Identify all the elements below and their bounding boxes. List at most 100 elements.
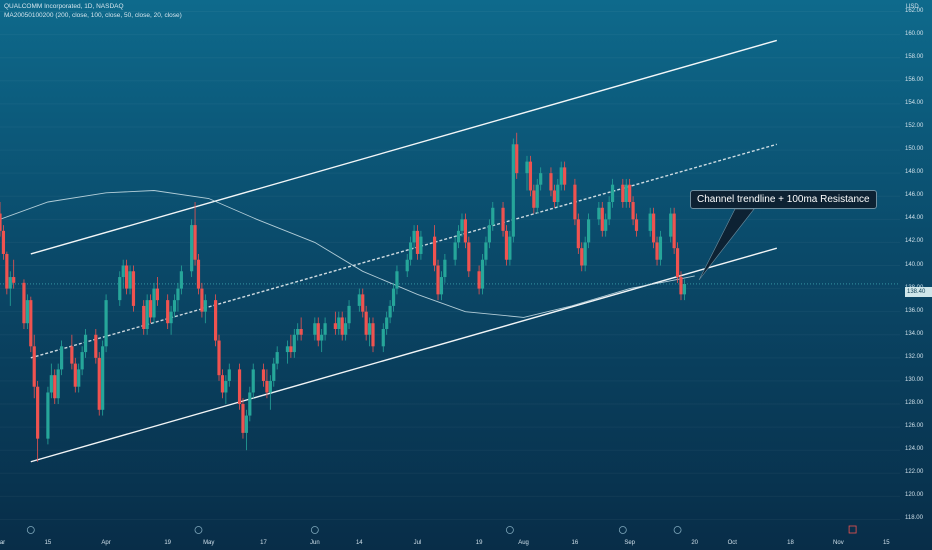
candle-82 [395,265,399,295]
candle-body [121,265,125,278]
candle-body [535,184,539,208]
candle-67 [323,317,327,341]
candle-body [272,363,276,381]
candle-body [29,300,33,347]
candle-100 [487,219,491,249]
candle-3 [8,271,12,306]
candle-body [101,346,105,410]
y-tick-label: 140.00 [905,261,924,268]
candle-body [155,288,160,301]
candle-body [634,219,639,231]
candle-97 [477,265,481,295]
candle-7 [29,296,33,353]
candle-49 [237,363,242,410]
candle-70 [340,311,344,341]
candle-72 [347,300,351,329]
y-tick-label: 160.00 [905,30,924,37]
candle-120 [583,236,587,272]
candle-body [313,323,317,335]
candle-body [652,213,656,243]
candle-body [532,190,536,208]
candle-40 [193,202,197,266]
candle-body [460,219,464,231]
x-tick-label: Jun [309,540,320,546]
candle-38 [179,265,183,295]
candle-24 [118,271,122,306]
candle-36 [172,294,177,318]
channel-lower-line [30,247,777,463]
candle-body [59,346,64,370]
candle-85 [412,225,416,249]
candle-body [361,294,365,312]
candle-107 [525,155,529,191]
candle-body [220,375,225,393]
candle-body [484,242,488,260]
candle-body [333,323,337,329]
candle-body [477,271,481,289]
candle-body [463,219,467,243]
candle-61 [292,328,296,358]
candle-113 [552,184,556,208]
candle-body [385,317,389,329]
candle-body [36,386,40,439]
candle-body [131,271,136,306]
candle-body [142,305,146,329]
candle-5 [22,279,26,329]
candle-body [77,369,81,387]
candle-62 [296,323,300,341]
candle-body [655,242,659,260]
candle-86 [415,225,420,260]
candle-78 [381,323,385,353]
candle-body [152,288,156,318]
candle-body [32,346,36,387]
candle-body [419,236,423,254]
candle-body [268,380,272,393]
candle-65 [316,317,320,347]
candle-95 [463,213,467,249]
annotation-pointer [698,208,755,281]
candle-body [213,300,218,341]
candle-body [292,334,296,353]
candle-body [217,340,221,376]
candle-98 [480,253,485,295]
candle-15 [70,334,74,370]
candle-body [145,300,149,329]
candle-128 [624,178,628,208]
candle-body [244,415,248,433]
candle-39 [190,219,194,278]
candle-71 [344,317,348,341]
candle-4 [12,259,16,289]
candle-body [580,248,584,266]
candle-8 [32,334,36,399]
candle-45 [217,334,221,381]
candle-body [624,184,628,203]
y-tick-label: 118.00 [905,515,923,522]
x-tick-label: 19 [164,540,172,546]
candle-119 [580,242,584,272]
candle-body [337,317,341,329]
candle-1 [1,225,6,260]
candle-10 [46,386,50,445]
candle-body [73,363,77,387]
candle-126 [610,178,615,208]
candle-91 [443,253,447,283]
y-tick-label: 162.00 [905,7,924,14]
candle-47 [224,375,228,405]
candle-66 [320,328,324,353]
y-tick-label: 146.00 [905,192,924,199]
candle-body [340,317,344,335]
candle-body [190,225,194,272]
candle-body [344,323,348,335]
candle-body [46,392,50,439]
candle-body [597,207,601,220]
candle-32 [152,282,156,324]
candle-138 [675,242,680,283]
candle-84 [409,236,413,266]
candle-body [528,161,533,191]
candle-6 [25,294,29,329]
candle-27 [128,265,132,295]
candle-body [388,305,392,318]
y-tick-label: 122.00 [905,469,924,476]
